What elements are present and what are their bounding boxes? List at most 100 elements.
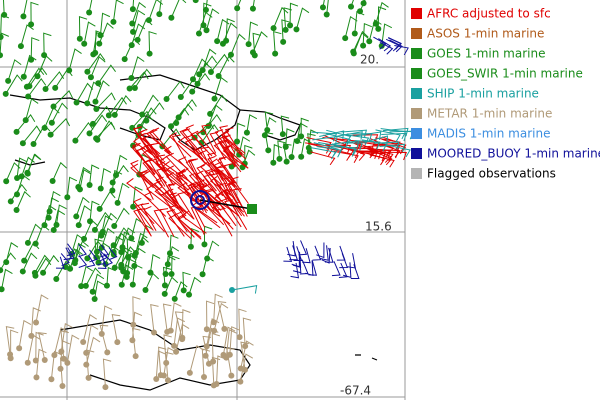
- barb-station: [24, 359, 31, 366]
- barb-station: [3, 259, 10, 266]
- barb: [181, 210, 207, 234]
- barb-station: [104, 349, 111, 356]
- barb: [298, 240, 308, 256]
- barb: [224, 199, 242, 228]
- barb: [22, 125, 42, 144]
- barb: [170, 302, 182, 331]
- barb: [2, 0, 5, 15]
- barb: [23, 54, 37, 77]
- legend-swatch: [411, 148, 422, 159]
- barb: [149, 129, 171, 156]
- barb: [295, 7, 310, 30]
- barb-station: [0, 34, 4, 41]
- barb: [85, 267, 102, 287]
- barb-station: [173, 348, 180, 355]
- barb-station: [53, 221, 60, 228]
- barb-station: [288, 154, 295, 161]
- barb: [206, 300, 215, 330]
- barb: [156, 167, 174, 196]
- barb: [131, 144, 153, 171]
- barb: [283, 246, 293, 262]
- barb-station: [171, 295, 178, 302]
- barb-station: [132, 353, 139, 360]
- barb: [35, 331, 44, 361]
- barb-station: [25, 93, 32, 100]
- barb: [359, 0, 366, 12]
- barb-station: [22, 117, 29, 124]
- barb: [21, 156, 35, 177]
- barb-station: [265, 147, 272, 154]
- barb: [55, 260, 72, 280]
- barb-station: [5, 77, 12, 84]
- barb: [252, 31, 268, 53]
- barb: [300, 117, 309, 137]
- barb: [111, 313, 121, 343]
- barb-station: [350, 48, 357, 55]
- barb: [225, 18, 235, 41]
- barb-station: [283, 158, 290, 165]
- barb-station: [375, 25, 382, 32]
- barb: [360, 151, 386, 160]
- lat-label: 20.: [360, 53, 379, 67]
- barb: [99, 324, 109, 353]
- barb: [190, 206, 205, 236]
- barb: [131, 311, 143, 341]
- barb: [143, 205, 165, 232]
- barb-station: [215, 73, 222, 80]
- barb-station: [110, 251, 117, 258]
- legend-label: GOES_SWIR 1-min marine: [427, 67, 583, 81]
- barb: [131, 1, 146, 24]
- barb-station: [78, 283, 85, 290]
- barb-station: [194, 80, 201, 87]
- barb-station: [167, 327, 174, 334]
- barb: [293, 246, 303, 262]
- barb: [108, 247, 118, 261]
- barb: [85, 324, 99, 354]
- barb-station: [202, 6, 209, 13]
- barb-station: [83, 361, 90, 368]
- barb: [137, 18, 153, 41]
- barb-station: [23, 83, 30, 90]
- barb: [192, 58, 209, 80]
- barb: [368, 148, 393, 166]
- barb-station: [298, 153, 305, 160]
- barb-station: [17, 43, 24, 50]
- barb: [30, 1, 39, 25]
- barb-station: [81, 40, 88, 47]
- barb: [238, 136, 251, 155]
- barb: [141, 94, 159, 115]
- barb: [213, 293, 223, 323]
- barb-station: [7, 355, 14, 362]
- barb: [218, 55, 235, 77]
- barb-station: [195, 30, 202, 37]
- barb: [94, 211, 111, 231]
- barb: [83, 219, 99, 240]
- barb: [130, 56, 145, 79]
- barb: [171, 255, 180, 275]
- barb-station: [86, 182, 93, 189]
- barb-station: [103, 282, 110, 289]
- barb: [130, 163, 154, 189]
- barb-station: [91, 295, 98, 302]
- barb: [130, 159, 152, 187]
- barb-station: [102, 384, 109, 391]
- barb-station: [202, 352, 209, 359]
- barb-station: [276, 155, 283, 162]
- barb: [236, 122, 246, 142]
- barb-station: [14, 174, 21, 181]
- barb-station: [249, 5, 256, 12]
- barb: [79, 168, 92, 190]
- barb-station: [41, 222, 48, 229]
- legend-label: GOES 1-min marine: [427, 47, 545, 61]
- barb: [252, 0, 255, 9]
- barb: [331, 261, 341, 277]
- barb: [277, 140, 286, 159]
- barb: [98, 22, 114, 44]
- barb: [132, 296, 141, 325]
- coastline-path: [355, 354, 378, 361]
- barb-station: [92, 98, 99, 105]
- barb-station: [129, 281, 136, 288]
- legend-label: METAR 1-min marine: [427, 107, 552, 121]
- barb: [329, 143, 355, 158]
- barb: [178, 99, 197, 118]
